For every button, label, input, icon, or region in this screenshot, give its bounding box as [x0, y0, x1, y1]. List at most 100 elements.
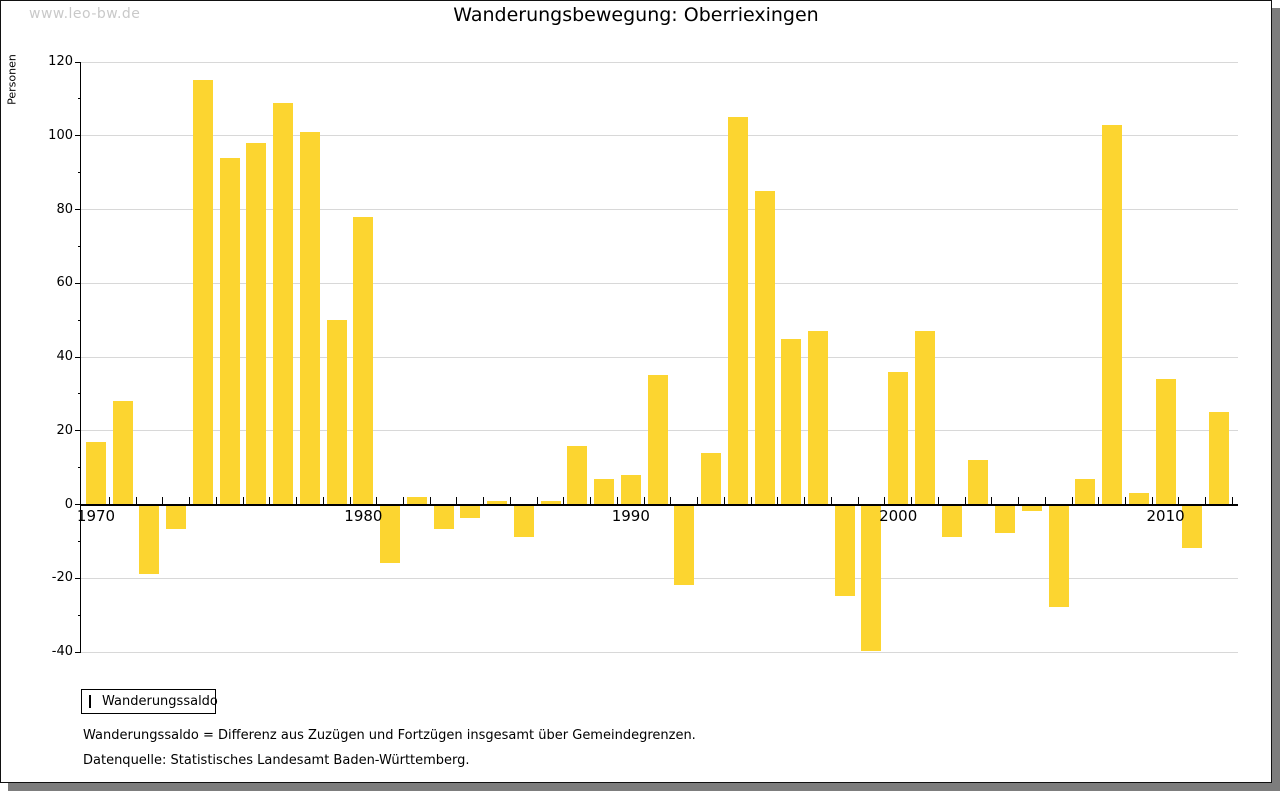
legend: Wanderungssaldo	[81, 689, 218, 714]
x-tick-label: 1990	[611, 506, 650, 525]
x-tick	[777, 496, 779, 504]
x-tick	[830, 496, 832, 504]
bar-1976	[246, 143, 267, 504]
bar-1980	[353, 216, 374, 504]
bar-1971	[112, 401, 133, 504]
bar-1993	[701, 452, 722, 504]
x-tick	[456, 496, 458, 504]
x-tick	[135, 496, 137, 504]
x-tick	[1151, 496, 1153, 504]
bar-2006	[1048, 505, 1069, 607]
bar-2002	[941, 505, 962, 537]
bar-1987	[540, 500, 561, 504]
y-tick-label: 80	[56, 201, 73, 217]
x-tick	[884, 496, 886, 504]
gridline	[81, 282, 1238, 284]
bar-2004	[995, 505, 1016, 533]
x-tick	[643, 496, 645, 504]
y-tick	[75, 356, 81, 358]
x-tick-label: 2000	[879, 506, 918, 525]
x-tick	[563, 496, 565, 504]
y-tick-label: 0	[64, 496, 73, 512]
x-tick	[509, 496, 511, 504]
x-tick	[349, 496, 351, 504]
gridline	[81, 577, 1238, 579]
bar-1994	[727, 117, 748, 504]
x-tick	[403, 496, 404, 504]
y-tick-label: 120	[48, 54, 73, 69]
bar-2007	[1075, 478, 1096, 504]
gridline	[81, 356, 1238, 358]
x-tick	[483, 496, 485, 504]
bar-1998	[834, 505, 855, 596]
x-tick-label: 2010	[1146, 506, 1185, 525]
bar-1986	[513, 505, 534, 537]
bar-1997	[807, 331, 828, 504]
bar-1985	[487, 500, 508, 504]
x-axis-line	[81, 503, 1238, 506]
gridline	[81, 61, 1238, 63]
x-tick	[1071, 496, 1073, 504]
x-tick	[804, 496, 806, 504]
x-tick	[269, 496, 271, 504]
bar-1992	[674, 505, 695, 585]
y-tick-label: 100	[48, 127, 73, 143]
chart-title: Wanderungsbewegung: Oberriexingen	[453, 4, 819, 26]
bar-1973	[166, 505, 187, 530]
gridline	[81, 135, 1238, 137]
y-tick-label: 40	[56, 349, 73, 364]
bar-1974	[192, 80, 213, 504]
y-tick-label: 60	[56, 275, 73, 291]
gridline	[81, 209, 1238, 210]
x-tick	[1205, 496, 1207, 504]
x-tick	[590, 496, 592, 504]
bar-1996	[781, 338, 802, 504]
legend-label: Wanderungssaldo	[102, 694, 218, 709]
y-axis-line	[79, 62, 81, 652]
bar-1989	[594, 478, 615, 504]
x-tick	[616, 496, 618, 504]
bar-2011	[1182, 505, 1203, 548]
x-tick	[376, 496, 378, 504]
x-tick	[723, 496, 725, 504]
x-tick-label: 1980	[344, 506, 383, 525]
x-tick	[536, 496, 538, 504]
bar-2000	[888, 371, 909, 504]
bar-2003	[968, 460, 989, 504]
x-tick	[1018, 496, 1020, 504]
y-tick	[75, 61, 81, 63]
y-tick-label: -20	[51, 570, 73, 586]
footnote-definition: Wanderungssaldo = Differenz aus Zuzügen …	[83, 728, 696, 743]
y-tick	[75, 135, 81, 137]
x-tick	[322, 496, 324, 504]
bar-1990	[620, 475, 641, 504]
bar-1988	[567, 445, 588, 504]
x-tick	[964, 496, 966, 504]
bar-1979	[326, 320, 347, 504]
y-tick	[75, 282, 81, 284]
bar-2009	[1128, 493, 1149, 504]
x-tick	[1178, 496, 1180, 504]
footnote-source: Datenquelle: Statistisches Landesamt Bad…	[83, 753, 470, 768]
bar-1991	[647, 375, 668, 504]
bar-1978	[299, 132, 320, 504]
x-tick	[697, 496, 699, 504]
y-tick	[75, 577, 81, 579]
bar-1995	[754, 191, 775, 504]
y-tick	[75, 651, 81, 653]
x-tick	[296, 496, 298, 504]
x-tick	[162, 496, 164, 504]
x-tick	[750, 496, 752, 504]
y-tick-label: 20	[56, 422, 73, 438]
y-tick	[75, 430, 81, 432]
x-tick	[937, 496, 939, 504]
x-tick	[911, 496, 913, 504]
bar-1970	[86, 441, 106, 504]
bar-1982	[406, 497, 427, 504]
x-tick	[1124, 496, 1126, 504]
y-tick-label: -40	[51, 644, 73, 659]
x-tick	[215, 496, 217, 504]
x-tick	[242, 496, 244, 504]
x-tick	[1098, 496, 1100, 504]
bar-1983	[433, 505, 454, 530]
